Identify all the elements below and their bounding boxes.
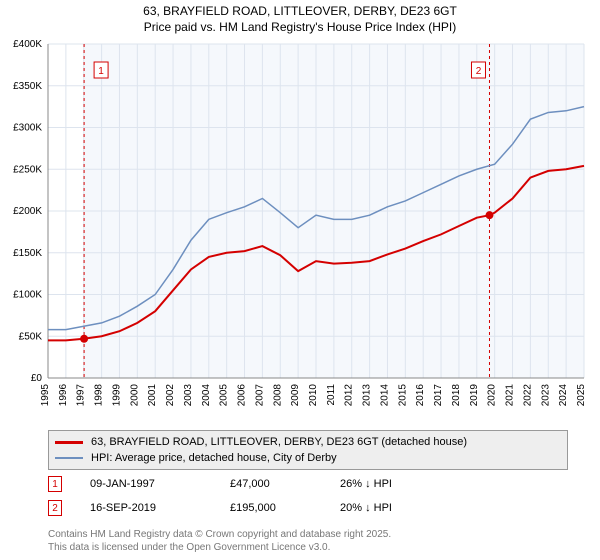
svg-text:2014: 2014 bbox=[379, 384, 390, 407]
annotation-price: £47,000 bbox=[230, 478, 340, 490]
svg-text:2016: 2016 bbox=[415, 384, 426, 407]
svg-text:2013: 2013 bbox=[362, 384, 373, 407]
svg-text:2019: 2019 bbox=[469, 384, 480, 407]
svg-text:1: 1 bbox=[98, 66, 104, 77]
svg-text:£350K: £350K bbox=[13, 81, 42, 92]
svg-text:2018: 2018 bbox=[451, 384, 462, 407]
svg-text:1998: 1998 bbox=[94, 384, 105, 407]
svg-text:2008: 2008 bbox=[272, 384, 283, 407]
legend-swatch bbox=[55, 457, 83, 459]
svg-text:£150K: £150K bbox=[13, 248, 42, 259]
legend-label: HPI: Average price, detached house, City… bbox=[91, 452, 337, 464]
title-line-2: Price paid vs. HM Land Registry's House … bbox=[0, 20, 600, 36]
title-line-1: 63, BRAYFIELD ROAD, LITTLEOVER, DERBY, D… bbox=[0, 4, 600, 20]
credit-text: Contains HM Land Registry data © Crown c… bbox=[48, 529, 391, 554]
svg-text:2006: 2006 bbox=[237, 384, 248, 407]
annotation-marker: 1 bbox=[48, 476, 62, 492]
svg-text:2009: 2009 bbox=[290, 384, 301, 407]
annotation-row: 1 09-JAN-1997 £47,000 26% ↓ HPI bbox=[48, 476, 588, 492]
svg-text:2002: 2002 bbox=[165, 384, 176, 407]
svg-text:1997: 1997 bbox=[76, 384, 87, 407]
svg-text:£100K: £100K bbox=[13, 290, 42, 301]
annotation-row: 2 16-SEP-2019 £195,000 20% ↓ HPI bbox=[48, 500, 588, 516]
legend: 63, BRAYFIELD ROAD, LITTLEOVER, DERBY, D… bbox=[48, 430, 568, 470]
svg-text:£50K: £50K bbox=[19, 331, 43, 342]
svg-text:2: 2 bbox=[476, 66, 482, 77]
annotation-date: 09-JAN-1997 bbox=[90, 478, 230, 490]
svg-text:1995: 1995 bbox=[40, 384, 51, 407]
price-chart: £0£50K£100K£150K£200K£250K£300K£350K£400… bbox=[48, 40, 588, 420]
svg-text:2017: 2017 bbox=[433, 384, 444, 407]
annotation-price: £195,000 bbox=[230, 502, 340, 514]
svg-text:2005: 2005 bbox=[219, 384, 230, 407]
svg-text:2024: 2024 bbox=[558, 384, 569, 407]
svg-text:2004: 2004 bbox=[201, 384, 212, 407]
svg-text:2001: 2001 bbox=[147, 384, 158, 407]
svg-text:2007: 2007 bbox=[254, 384, 265, 407]
svg-text:2000: 2000 bbox=[129, 384, 140, 407]
svg-text:2022: 2022 bbox=[522, 384, 533, 407]
annotation-delta: 20% ↓ HPI bbox=[340, 502, 392, 514]
legend-swatch bbox=[55, 441, 83, 444]
annotation-delta: 26% ↓ HPI bbox=[340, 478, 392, 490]
svg-text:2021: 2021 bbox=[505, 384, 516, 407]
chart-title: 63, BRAYFIELD ROAD, LITTLEOVER, DERBY, D… bbox=[0, 0, 600, 35]
svg-text:£0: £0 bbox=[31, 373, 43, 384]
svg-text:1996: 1996 bbox=[58, 384, 69, 407]
svg-text:£300K: £300K bbox=[13, 123, 42, 134]
svg-text:2015: 2015 bbox=[397, 384, 408, 407]
svg-text:1999: 1999 bbox=[111, 384, 122, 407]
svg-text:2025: 2025 bbox=[576, 384, 587, 407]
legend-item: 63, BRAYFIELD ROAD, LITTLEOVER, DERBY, D… bbox=[55, 434, 561, 450]
annotation-marker: 2 bbox=[48, 500, 62, 516]
svg-text:£200K: £200K bbox=[13, 206, 42, 217]
legend-item: HPI: Average price, detached house, City… bbox=[55, 450, 561, 466]
svg-text:2011: 2011 bbox=[326, 384, 337, 406]
svg-text:2010: 2010 bbox=[308, 384, 319, 407]
legend-label: 63, BRAYFIELD ROAD, LITTLEOVER, DERBY, D… bbox=[91, 436, 467, 448]
svg-text:£250K: £250K bbox=[13, 164, 42, 175]
svg-text:2003: 2003 bbox=[183, 384, 194, 407]
svg-text:2023: 2023 bbox=[540, 384, 551, 407]
svg-text:£400K: £400K bbox=[13, 39, 42, 50]
svg-text:2020: 2020 bbox=[487, 384, 498, 407]
svg-text:2012: 2012 bbox=[344, 384, 355, 407]
annotation-date: 16-SEP-2019 bbox=[90, 502, 230, 514]
